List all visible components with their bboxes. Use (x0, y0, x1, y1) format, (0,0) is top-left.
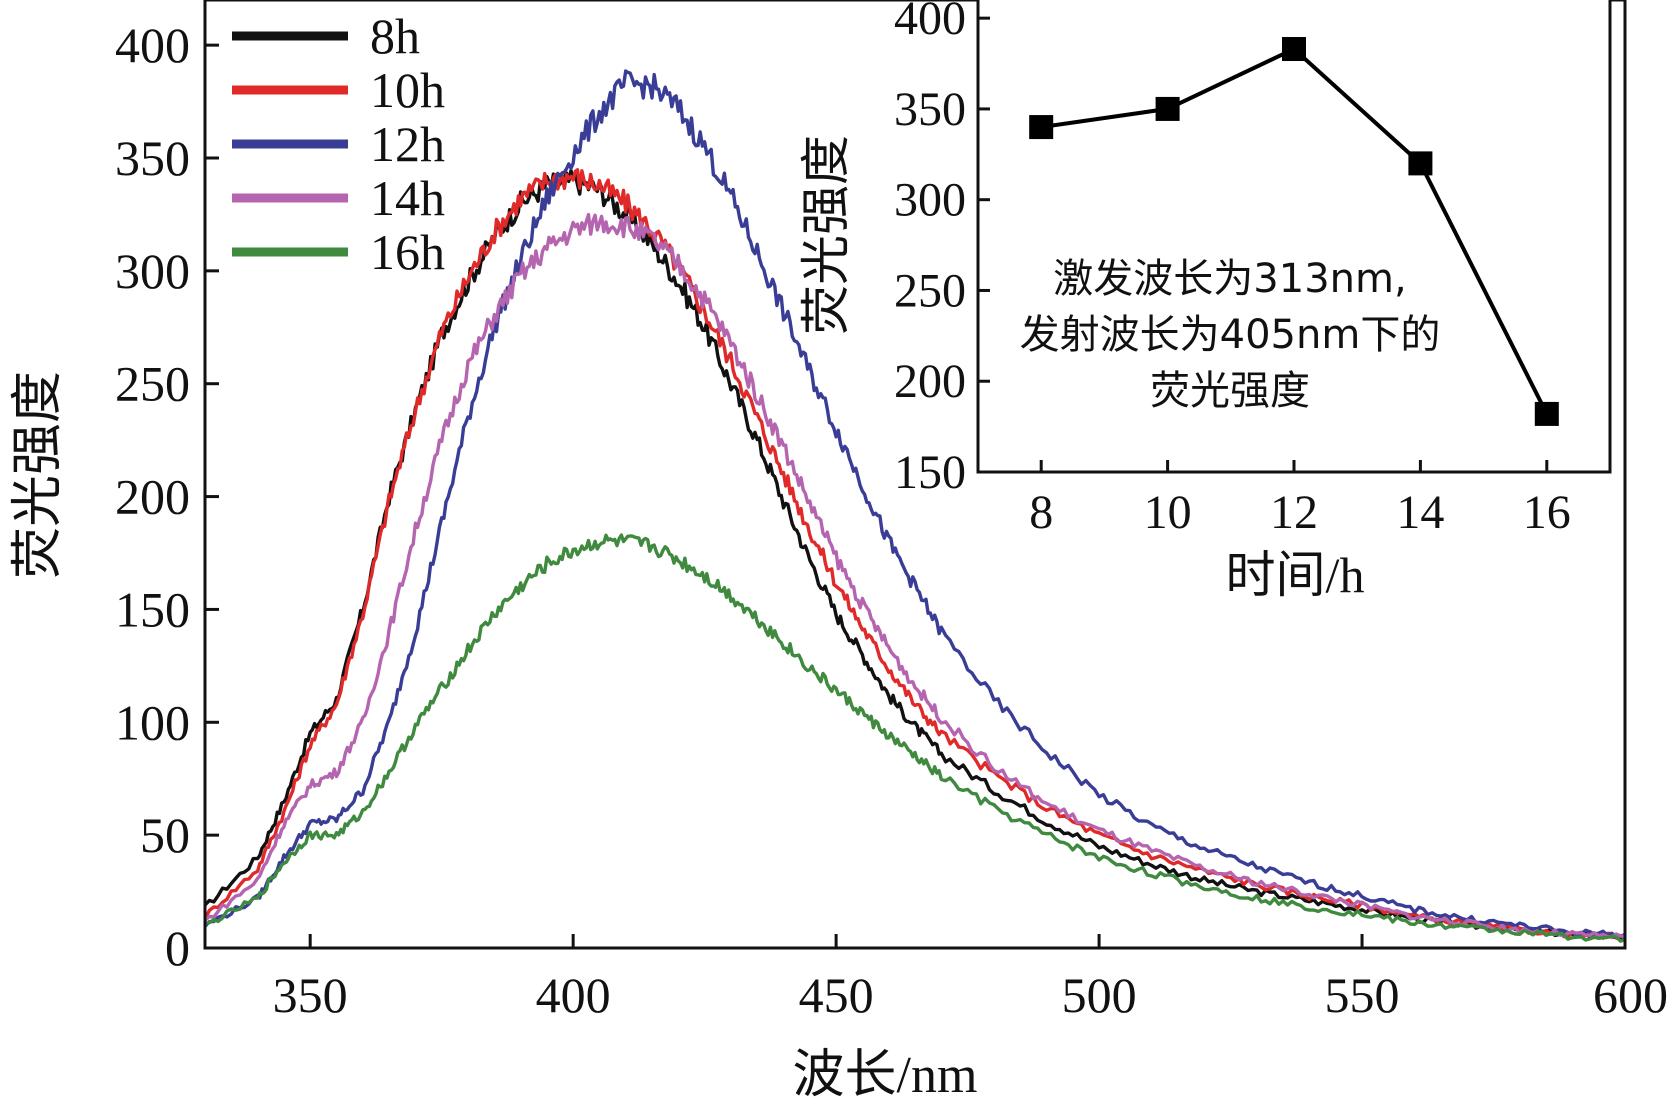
main-y-tick-label: 0 (165, 920, 190, 976)
inset-x-tick-label: 12 (1270, 486, 1318, 539)
inset-data-marker (1029, 115, 1054, 140)
main-x-axis-title: 波长/nm (793, 1047, 978, 1104)
main-x-tick-label: 450 (799, 967, 874, 1023)
main-plot: 350 400 450 500 550 600 0 50 100 150 200 250 300 350 4… (10, 0, 1668, 1104)
inset-annotation-line: 荧光强度 (1150, 368, 1310, 414)
inset-y-tick-label: 350 (894, 83, 966, 136)
inset-x-axis-title: 时间/h (1226, 547, 1365, 603)
inset-y-tick-label: 300 (894, 174, 966, 227)
series-line-10h (203, 168, 1626, 940)
legend-label-12h: 12h (370, 116, 445, 172)
inset-x-tick-label: 14 (1396, 486, 1444, 539)
inset-data-marker (1408, 151, 1433, 176)
inset-ticks: 8 10 12 14 16 150 200 250 300 350 400 (894, 0, 1571, 539)
inset-y-tick-label: 400 (894, 0, 966, 45)
inset-data-marker (1155, 96, 1180, 121)
inset-plot: 激发波长为313nm, 发射波长为405nm下的 荧光强度 8 10 12 14 16 1… (798, 0, 1612, 603)
main-y-tick-label: 150 (115, 581, 190, 637)
main-y-tick-label: 200 (115, 469, 190, 525)
main-y-axis-title: 荧光强度 (10, 371, 67, 579)
legend-label-10h: 10h (370, 62, 445, 118)
series-line-12h (203, 69, 1626, 939)
inset-y-tick-label: 250 (894, 264, 966, 317)
inset-annotation: 激发波长为313nm, 发射波长为405nm下的 荧光强度 (1020, 256, 1441, 414)
main-plot-frame (203, 0, 1627, 950)
inset-series-group (1029, 37, 1559, 426)
legend-label-14h: 14h (370, 170, 445, 226)
main-x-tick-label: 600 (1593, 967, 1668, 1023)
main-y-tick-label: 250 (115, 356, 190, 412)
main-series-group (203, 69, 1626, 943)
inset-y-tick-label: 200 (894, 355, 966, 408)
main-x-tick-label: 400 (536, 967, 611, 1023)
inset-annotation-line: 激发波长为313nm, (1053, 256, 1406, 302)
series-line-16h (204, 533, 1626, 943)
inset-y-axis-title: 荧光强度 (798, 135, 854, 335)
main-y-tick-label: 400 (115, 17, 190, 73)
legend-label-16h: 16h (370, 224, 445, 280)
legend-label-8h: 8h (370, 8, 420, 64)
inset-y-tick-label: 150 (894, 446, 966, 499)
inset-data-marker (1534, 401, 1559, 426)
inset-annotation-line: 发射波长为405nm下的 (1020, 312, 1441, 358)
series-line-14h (203, 212, 1626, 940)
main-x-tick-label: 350 (273, 967, 348, 1023)
main-ticks: 350 400 450 500 550 600 0 50 100 150 200 250 300 350 4… (115, 17, 1668, 1023)
main-x-tick-label: 550 (1325, 967, 1400, 1023)
inset-background (978, 0, 1610, 472)
main-y-tick-label: 300 (115, 243, 190, 299)
main-y-tick-label: 350 (115, 130, 190, 186)
inset-x-tick-label: 10 (1144, 486, 1192, 539)
inset-x-tick-label: 16 (1523, 486, 1571, 539)
inset-x-tick-label: 8 (1029, 486, 1053, 539)
inset-data-marker (1282, 37, 1306, 62)
main-x-tick-label: 500 (1062, 967, 1137, 1023)
main-y-tick-label: 100 (115, 694, 190, 750)
main-y-tick-label: 50 (140, 807, 190, 863)
